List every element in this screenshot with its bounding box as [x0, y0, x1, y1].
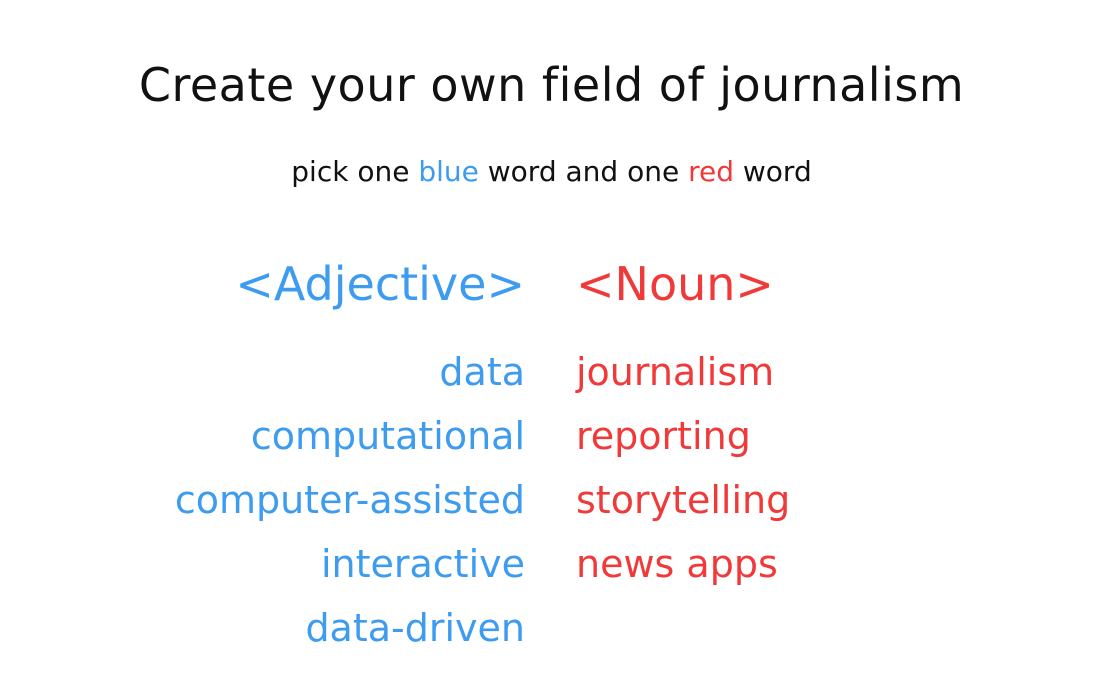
- instruction-part-2: word and one: [478, 155, 689, 188]
- adjective-item-computer-assisted: computer-assisted: [174, 478, 525, 522]
- instruction-red-word: red: [688, 155, 734, 188]
- adjective-column: <Adjective> data computational computer-…: [175, 248, 525, 660]
- adjective-item-data: data: [439, 350, 525, 394]
- noun-item-news-apps: news apps: [576, 542, 778, 586]
- noun-item-storytelling: storytelling: [576, 478, 791, 522]
- noun-header: <Noun>: [576, 257, 774, 311]
- adjective-header: <Adjective>: [235, 257, 525, 311]
- instruction-part-1: pick one: [291, 155, 419, 188]
- adjective-item-interactive: interactive: [320, 542, 525, 586]
- noun-item-reporting: reporting: [576, 414, 751, 458]
- noun-column: <Noun> journalism reporting storytelling…: [576, 248, 790, 596]
- instruction-part-3: word: [734, 155, 812, 188]
- page-title: Create your own field of journalism: [138, 58, 965, 112]
- adjective-item-data-driven: data-driven: [305, 606, 525, 650]
- adjective-item-computational: computational: [250, 414, 525, 458]
- noun-item-journalism: journalism: [576, 350, 775, 394]
- instruction-blue-word: blue: [418, 155, 479, 188]
- instruction-text: pick one blue word and one red word: [0, 155, 1103, 188]
